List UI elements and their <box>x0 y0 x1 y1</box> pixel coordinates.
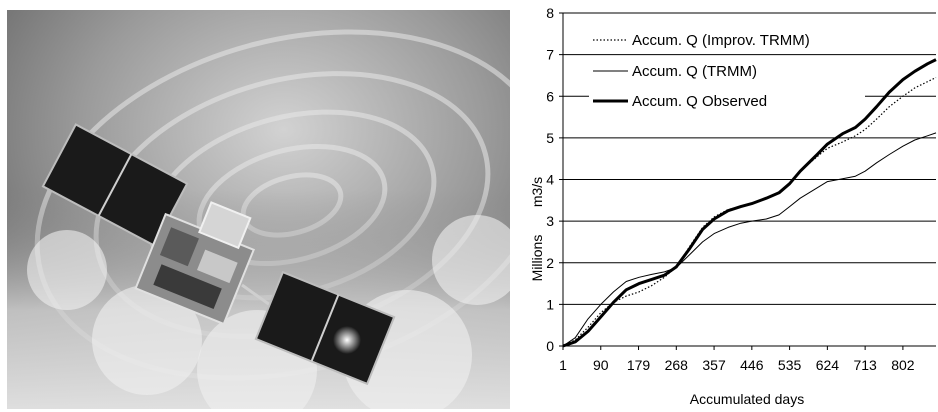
x-tick-label: 179 <box>627 357 651 373</box>
series-line-thick <box>562 58 937 348</box>
legend-bg <box>589 59 865 83</box>
y-tick-label: 0 <box>546 338 554 354</box>
series-line-thin <box>562 132 937 347</box>
y-tick-label: 6 <box>546 88 554 104</box>
x-tick-label: 90 <box>593 357 609 373</box>
legend-bg <box>589 89 865 113</box>
chart-legend: Accum. Q (Improv. TRMM) Accum. Q (TRMM) Ac… <box>589 28 865 113</box>
y-tick-label: 4 <box>546 172 554 188</box>
satellite-photo <box>7 10 510 409</box>
x-tick-label: 535 <box>778 357 802 373</box>
y-tick-label: 5 <box>546 130 554 146</box>
x-tick-label: 357 <box>702 357 726 373</box>
y-tick-label: 8 <box>546 5 554 21</box>
solar-panel-left <box>41 123 189 247</box>
legend-label: Accum. Q (Improv. TRMM) <box>632 32 810 49</box>
legend-bg <box>589 28 865 52</box>
x-tick-label: 446 <box>740 357 764 373</box>
y-tick-label: 1 <box>546 296 554 312</box>
x-tick-label: 713 <box>853 357 877 373</box>
x-tick-label: 802 <box>891 357 915 373</box>
legend-label: Accum. Q Observed <box>632 93 767 110</box>
series-line-dotted <box>562 76 937 347</box>
x-tick-label: 624 <box>816 357 840 373</box>
y-tick-labels: 0 1 2 3 4 5 6 7 8 <box>546 5 563 354</box>
satellite-body <box>134 201 256 326</box>
x-tick-label: 1 <box>559 357 567 373</box>
y-axis-label: m3/s <box>529 177 545 207</box>
solar-panel-right <box>254 270 396 386</box>
x-tick-labels: 1 90 179 268 357 446 535 624 713 802 <box>559 346 915 373</box>
y-tick-label: 3 <box>546 213 554 229</box>
y-tick-label: 2 <box>546 255 554 271</box>
x-axis-label: Accumulated days <box>690 391 804 407</box>
chart-series <box>562 58 937 348</box>
y-tick-label: 7 <box>546 47 554 63</box>
x-tick-label: 268 <box>665 357 689 373</box>
legend-label: Accum. Q (TRMM) <box>632 63 757 80</box>
y-axis-multiplier: Millions <box>529 235 545 282</box>
